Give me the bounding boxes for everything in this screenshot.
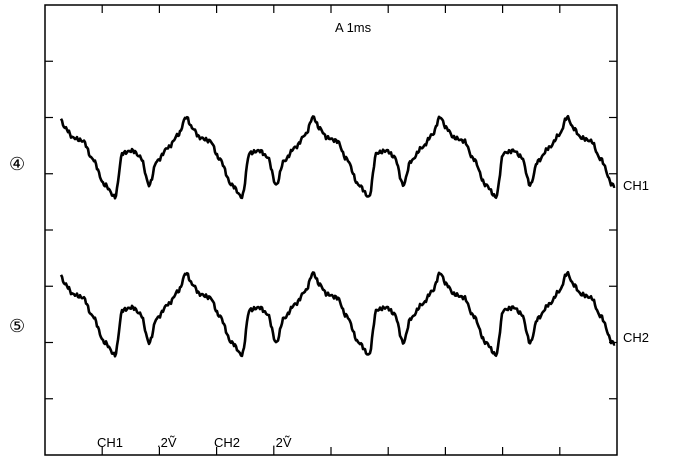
trace-marker-ch1: ④ (9, 154, 25, 174)
ch1-trace (59, 114, 616, 200)
ch1-setting-label: CH1 (97, 435, 123, 450)
ch2-trace (59, 270, 616, 358)
ch2-setting-label: CH2 (214, 435, 240, 450)
ch2-trace-label: CH2 (623, 330, 649, 345)
graticule-ticks (45, 5, 617, 455)
timebase-label: A 1ms (335, 20, 372, 35)
screen-frame (44, 4, 618, 456)
trace-marker-ch2: ⑤ (9, 316, 25, 336)
ch1-trace-label: CH1 (623, 178, 649, 193)
ch1-scale-value: .2Ṽ (157, 435, 177, 450)
ch2-scale-value: .2Ṽ (272, 435, 292, 450)
